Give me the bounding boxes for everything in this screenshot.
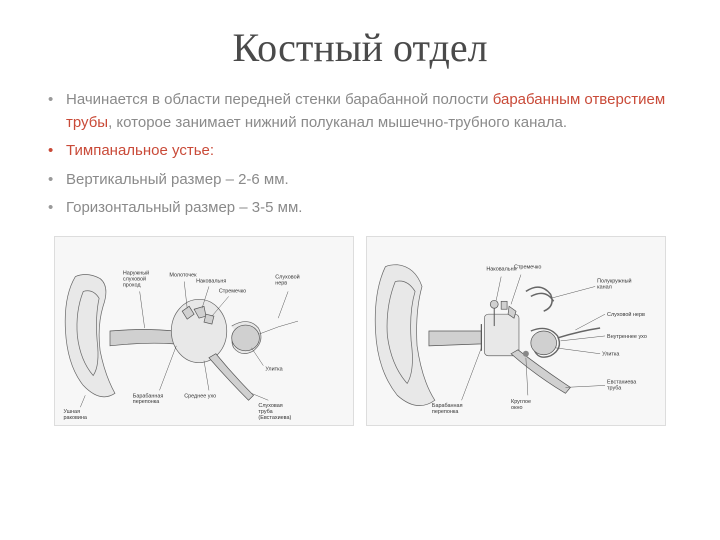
label-auditory-nerve: Слуховойнерв bbox=[275, 273, 299, 286]
label2-nerve: Слуховой нерв bbox=[607, 311, 645, 318]
ear-diagram-1: Ушнаяраковина Наружныйслуховойпроход Мол… bbox=[54, 236, 354, 426]
bullet-text-segment: , которое занимает нижний полуканал мыше… bbox=[108, 114, 567, 131]
label-middle-ear: Среднее ухо bbox=[184, 393, 216, 399]
label2-inner-ear: Внутреннее ухо bbox=[607, 333, 647, 339]
ear-diagram-2: Наковальня Стремечко Полукружныйканал Сл… bbox=[366, 236, 666, 426]
label2-round-window: Круглоеокно bbox=[511, 399, 531, 411]
bullet-item: Начинается в области передней стенки бар… bbox=[48, 89, 672, 134]
slide-title: Костный отдел bbox=[48, 24, 672, 71]
label-eustachian: Слуховаятруба(Евстахиева) bbox=[258, 403, 291, 421]
label-malleus: Молоточек bbox=[169, 272, 197, 278]
bullet-item: Вертикальный размер – 2-6 мм. bbox=[48, 169, 672, 192]
bullet-item: Горизонтальный размер – 3-5 мм. bbox=[48, 197, 672, 220]
bullet-text-segment: Горизонтальный размер – 3-5 мм. bbox=[66, 199, 302, 216]
label2-semicircular: Полукружныйканал bbox=[597, 277, 631, 290]
ear-anatomy-right-svg: Наковальня Стремечко Полукружныйканал Сл… bbox=[367, 237, 665, 425]
label-incus: Наковальня bbox=[196, 278, 226, 284]
diagram-row: Ушнаяраковина Наружныйслуховойпроход Мол… bbox=[48, 236, 672, 426]
label2-incus: Наковальня bbox=[486, 266, 516, 272]
bullet-text-segment: Вертикальный размер – 2-6 мм. bbox=[66, 171, 289, 188]
label-pinna: Ушнаяраковина bbox=[63, 409, 87, 421]
label2-stapes: Стремечко bbox=[514, 264, 541, 270]
label2-tympanic: Барабаннаяперепонка bbox=[432, 403, 463, 415]
label2-cochlea: Улитка bbox=[602, 351, 620, 357]
bullet-list: Начинается в области передней стенки бар… bbox=[48, 89, 672, 220]
bullet-item: Тимпанальное устье: bbox=[48, 140, 672, 163]
label-tympanic: Барабаннаяперепонка bbox=[133, 393, 164, 405]
bullet-text-segment: Тимпанальное устье: bbox=[66, 142, 214, 159]
bullet-text-segment: Начинается в области передней стенки бар… bbox=[66, 91, 493, 108]
ear-anatomy-left-svg: Ушнаяраковина Наружныйслуховойпроход Мол… bbox=[55, 237, 353, 425]
label-cochlea: Улитка bbox=[265, 366, 283, 372]
label2-eustachian: Евстахиеватруба bbox=[607, 379, 637, 391]
label-ear-canal: Наружныйслуховойпроход bbox=[123, 269, 149, 288]
label-stapes: Стремечко bbox=[219, 288, 246, 294]
